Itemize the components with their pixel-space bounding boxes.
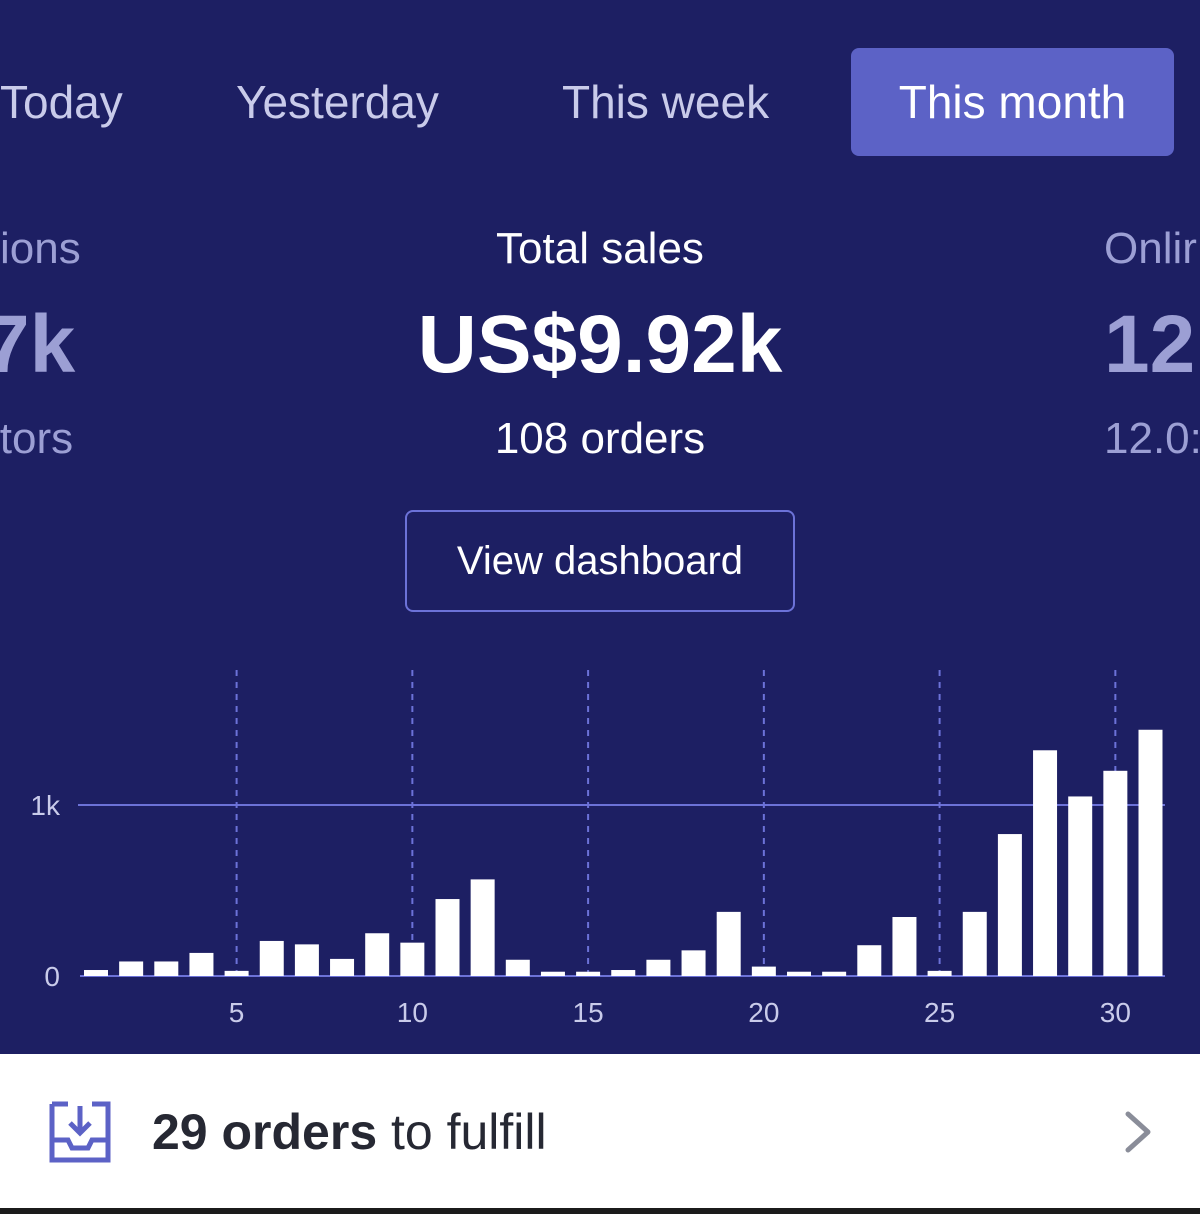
total-sales-label: Total sales — [496, 224, 704, 273]
online-metric-sub: 12.0: — [1104, 414, 1200, 463]
chart-bar — [294, 944, 319, 976]
chart-bar — [611, 970, 636, 976]
x-tick-label: 5 — [229, 997, 245, 1028]
orders-count: 108 orders — [494, 414, 706, 463]
tab-this-week[interactable]: This week — [562, 76, 770, 128]
online-metric-value: 12 — [1104, 299, 1196, 390]
chart-bar — [224, 970, 249, 976]
chart-bar — [751, 966, 776, 976]
chart-bar — [154, 961, 179, 976]
chevron-right-icon[interactable] — [1120, 1108, 1156, 1156]
chart-bar — [892, 917, 917, 976]
y-tick-label: 0 — [44, 961, 60, 992]
fulfill-orders-row[interactable] — [0, 1054, 1200, 1208]
sessions-metric-label: sions — [0, 224, 81, 273]
view-dashboard-button[interactable]: View dashboard — [405, 510, 795, 612]
chart-bar — [997, 834, 1022, 976]
chart-bar — [576, 971, 601, 976]
chart-bar — [84, 970, 108, 976]
chart-bar — [787, 971, 811, 976]
chart-bar — [1068, 796, 1093, 976]
chart-bar — [857, 945, 882, 976]
chart-bar — [365, 933, 390, 976]
chart-bar — [470, 879, 495, 976]
sessions-metric-value: 7k — [0, 299, 76, 390]
total-sales-value: US$9.92k — [417, 299, 783, 390]
chart-bar — [435, 899, 460, 976]
chart-bar — [822, 971, 847, 976]
x-tick-label: 25 — [924, 997, 955, 1028]
bottom-divider — [0, 1208, 1200, 1214]
y-tick-label: 1k — [30, 790, 61, 821]
chart-bar — [400, 942, 425, 976]
chart-bar — [505, 959, 530, 976]
online-metric-label: Onlir — [1104, 224, 1197, 273]
fulfill-orders-count: 29 orders — [152, 1104, 378, 1160]
chart-bar — [540, 971, 565, 976]
tab-yesterday[interactable]: Yesterday — [236, 76, 439, 128]
inbox-download-icon — [49, 1101, 111, 1163]
fulfill-orders-text: 29 orders to fulfill — [152, 1100, 547, 1164]
fulfill-orders-suffix: to fulfill — [377, 1104, 547, 1160]
chart-bar — [119, 961, 144, 976]
sales-overview-panel: Today Yesterday This week This month sio… — [0, 48, 1200, 1028]
sessions-metric-sub: itors — [0, 414, 74, 463]
chart-bar — [1103, 770, 1128, 976]
x-tick-label: 15 — [573, 997, 604, 1028]
chart-bar — [716, 911, 741, 976]
tab-this-month[interactable]: This month — [851, 48, 1174, 156]
chart-bar — [681, 950, 706, 976]
tab-today[interactable]: Today — [0, 76, 123, 128]
x-tick-label: 30 — [1100, 997, 1131, 1028]
chart-bar — [1138, 729, 1163, 976]
x-tick-label: 20 — [748, 997, 779, 1028]
sales-bar-chart: 0 1k 5 10 15 20 25 30 — [30, 670, 1165, 1028]
chart-bar — [646, 959, 671, 976]
chart-bar — [259, 940, 284, 976]
x-tick-label: 10 — [397, 997, 428, 1028]
chart-bar — [189, 952, 214, 976]
chart-bar — [1033, 750, 1058, 976]
chart-bar — [927, 970, 952, 976]
chart-bar — [330, 958, 355, 976]
chart-bar — [962, 911, 987, 976]
